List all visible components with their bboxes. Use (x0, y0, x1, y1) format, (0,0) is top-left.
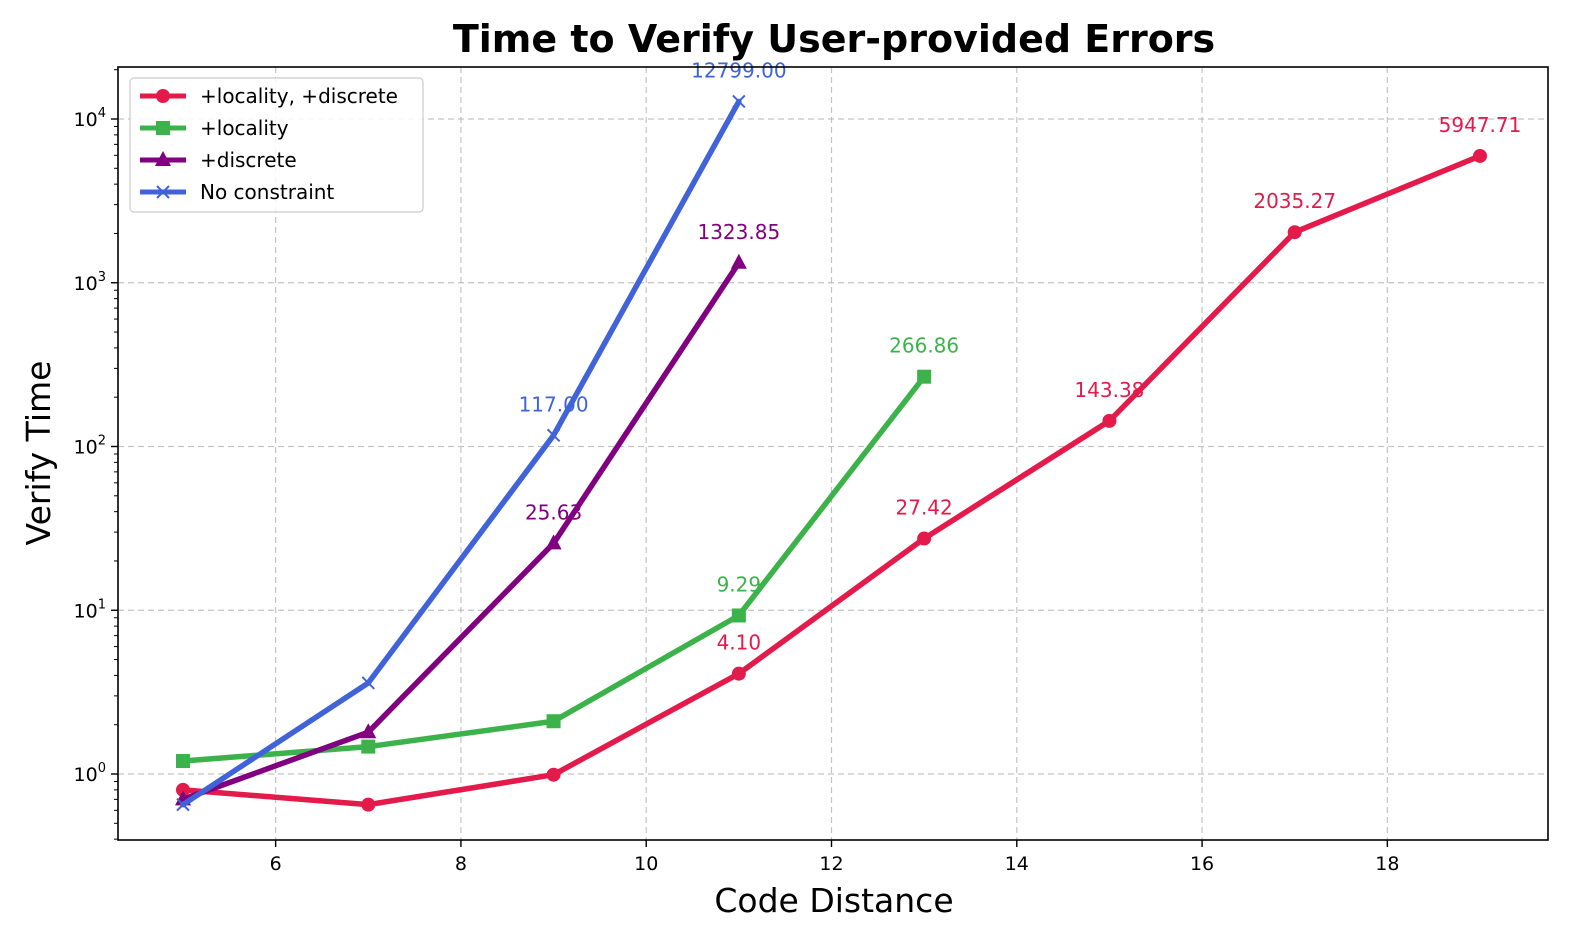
data-point (176, 797, 190, 812)
data-point (546, 714, 561, 729)
legend-label: +discrete (200, 148, 297, 172)
data-point (917, 369, 932, 384)
x-tick-label: 10 (634, 853, 658, 875)
data-label: 266.86 (889, 334, 959, 358)
data-label: 1323.85 (697, 220, 780, 244)
series-lines (175, 94, 1487, 812)
data-point (545, 534, 562, 550)
data-label: 143.38 (1074, 378, 1144, 402)
data-label: 2035.27 (1253, 189, 1336, 213)
legend-label: +locality, +discrete (200, 84, 398, 108)
data-label: 27.42 (896, 496, 953, 520)
y-tick-label: 104 (74, 106, 106, 131)
y-tick-label: 101 (74, 597, 106, 622)
legend-item: +discrete (140, 148, 297, 172)
data-point (176, 754, 190, 769)
grid (118, 67, 1548, 840)
data-point (1473, 148, 1487, 163)
legend: +locality, +discrete +locality +discrete No… (129, 77, 424, 213)
series-1 (176, 369, 932, 769)
data-point (732, 94, 746, 109)
x-tick-label: 14 (1005, 853, 1029, 875)
plot-frame (117, 66, 1549, 841)
y-tick-label: 102 (74, 434, 106, 459)
data-point (176, 782, 190, 797)
x-tick-label: 12 (819, 853, 843, 875)
x-tick-label: 6 (270, 853, 282, 875)
x-tick-label: 8 (455, 853, 467, 875)
data-point (546, 428, 561, 443)
y-tick-label: 100 (74, 761, 106, 786)
legend-box (129, 77, 424, 213)
data-label: 12799.00 (691, 58, 786, 82)
data-point (361, 739, 376, 754)
series-line (180, 98, 742, 808)
data-point (1287, 225, 1302, 240)
data-point (917, 531, 932, 546)
data-point (730, 253, 747, 269)
chart-title: Time to Verify User-provided Errors (453, 17, 1215, 61)
data-point (731, 608, 746, 623)
y-axis-label: Verify Time (19, 361, 58, 546)
data-point (731, 666, 746, 681)
legend-item: +locality (140, 116, 289, 140)
series-3 (176, 94, 746, 812)
data-label: 4.10 (717, 631, 762, 655)
legend-label: +locality (200, 116, 289, 140)
legend-label: No constraint (200, 180, 334, 204)
data-point (1102, 413, 1117, 428)
data-point (155, 151, 171, 166)
legend-item: +locality, +discrete (140, 84, 398, 108)
y-tick-label: 103 (74, 270, 106, 295)
x-tick-label: 16 (1190, 853, 1214, 875)
data-point (156, 121, 170, 135)
axis-ticks: 6 8 10 12 14 16 18 100 101 102 103 104 (74, 69, 1399, 875)
data-label: 5947.71 (1439, 113, 1522, 137)
series-line (180, 153, 1483, 808)
data-label: 117.00 (519, 392, 589, 416)
data-point (156, 89, 170, 103)
data-label: 9.29 (717, 572, 762, 596)
series-0 (176, 148, 1487, 812)
legend-item: No constraint (140, 180, 334, 204)
data-point (361, 797, 376, 812)
data-point (156, 185, 170, 199)
data-labels: 4.10 27.42 143.38 2035.27 5947.71 9.29 266.86 2… (519, 58, 1522, 654)
x-axis-label: Code Distance (714, 881, 953, 920)
data-point (361, 676, 375, 690)
series-line (180, 260, 742, 803)
data-label: 25.63 (525, 500, 582, 524)
x-tick-label: 18 (1375, 853, 1399, 875)
data-point (546, 767, 561, 782)
data-point (360, 723, 377, 739)
